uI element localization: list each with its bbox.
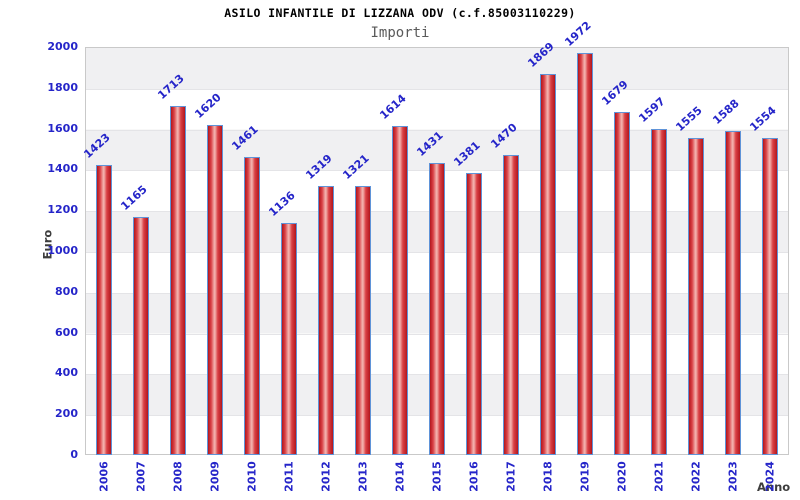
y-tick-1400: 1400 bbox=[47, 162, 78, 176]
y-tick-800: 800 bbox=[55, 284, 78, 298]
x-tick-2010: 2010 bbox=[245, 461, 259, 492]
bar-2007 bbox=[133, 217, 149, 455]
bar-2020 bbox=[614, 112, 630, 455]
bar-2006 bbox=[96, 165, 112, 455]
y-tick-1000: 1000 bbox=[47, 244, 78, 257]
bar-2013 bbox=[355, 186, 371, 455]
y-tick-1800: 1800 bbox=[47, 80, 78, 94]
x-tick-2017: 2017 bbox=[504, 461, 518, 492]
bar-2015 bbox=[429, 163, 445, 455]
bar-2012 bbox=[318, 186, 334, 455]
x-tick-2007: 2007 bbox=[134, 461, 148, 492]
x-tick-2023: 2023 bbox=[726, 461, 740, 492]
gridline-1800 bbox=[86, 89, 788, 90]
y-tick-400: 400 bbox=[55, 366, 78, 380]
x-tick-2018: 2018 bbox=[541, 461, 555, 492]
bar-2024 bbox=[762, 138, 778, 455]
x-tick-2014: 2014 bbox=[393, 461, 407, 492]
y-tick-1200: 1200 bbox=[47, 203, 78, 217]
x-tick-2016: 2016 bbox=[467, 461, 481, 492]
y-tick-2000: 2000 bbox=[47, 40, 78, 53]
y-tick-600: 600 bbox=[55, 325, 78, 339]
bar-2011 bbox=[281, 223, 297, 455]
bar-2014 bbox=[392, 126, 408, 455]
chart-subtitle: Importi bbox=[370, 25, 430, 41]
y-tick-200: 200 bbox=[55, 407, 78, 421]
x-axis-title-anno: Anno bbox=[757, 480, 791, 494]
bar-2017 bbox=[503, 155, 519, 455]
bar-2010 bbox=[244, 157, 260, 455]
bar-2016 bbox=[466, 173, 482, 455]
x-tick-2012: 2012 bbox=[319, 461, 333, 492]
x-tick-2011: 2011 bbox=[282, 461, 296, 492]
bar-2023 bbox=[725, 131, 741, 455]
bar-2008 bbox=[170, 106, 186, 455]
x-tick-2024: 2024 bbox=[763, 461, 777, 492]
x-tick-2019: 2019 bbox=[578, 461, 592, 492]
y-tick-1600: 1600 bbox=[47, 121, 78, 135]
x-tick-2008: 2008 bbox=[171, 461, 185, 492]
x-tick-2020: 2020 bbox=[615, 461, 629, 492]
bar-2022 bbox=[688, 138, 704, 455]
x-tick-2022: 2022 bbox=[689, 461, 703, 492]
x-tick-2015: 2015 bbox=[430, 461, 444, 492]
bar-2019 bbox=[577, 53, 593, 455]
x-tick-2013: 2013 bbox=[356, 461, 370, 492]
x-tick-2021: 2021 bbox=[652, 461, 666, 492]
y-tick-0: 0 bbox=[70, 448, 78, 461]
chart-title: ASILO INFANTILE DI LIZZANA ODV (c.f.8500… bbox=[224, 6, 576, 20]
gridline-1600 bbox=[86, 130, 788, 131]
bar-2021 bbox=[651, 129, 667, 455]
bar-2018 bbox=[540, 74, 556, 455]
bar-2009 bbox=[207, 125, 223, 455]
x-tick-2006: 2006 bbox=[97, 461, 111, 492]
x-tick-2009: 2009 bbox=[208, 461, 222, 492]
